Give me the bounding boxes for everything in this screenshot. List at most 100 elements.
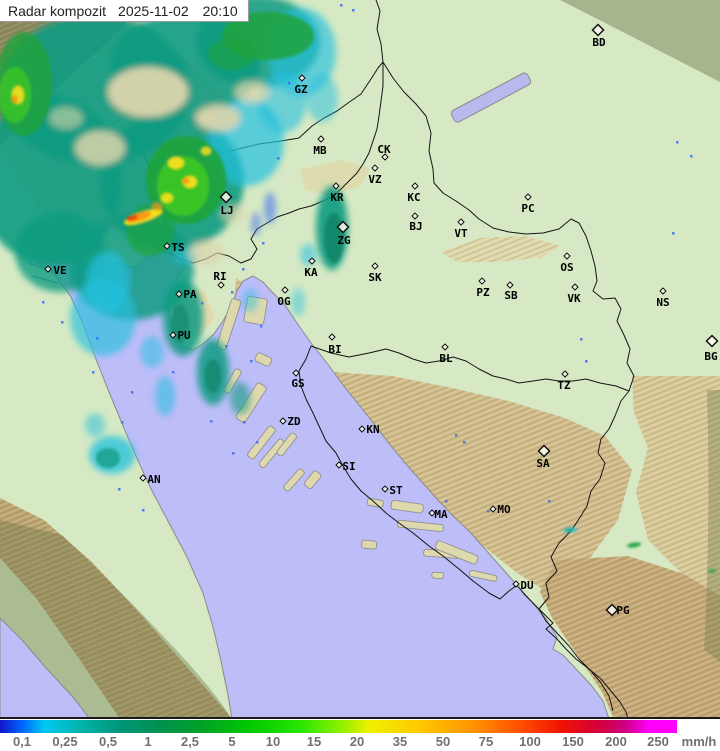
out-of-range-region-right-edge (704, 390, 720, 662)
city-label-KR: KR (330, 191, 344, 204)
map-frame-line (0, 717, 720, 719)
city-label-LJ: LJ (220, 204, 233, 217)
city-label-KC: KC (407, 191, 420, 204)
city-MB: MB (313, 135, 327, 157)
radar-dot (96, 337, 99, 340)
city-marker-TS (163, 242, 171, 250)
city-KC: KC (407, 182, 421, 204)
radar-dot (487, 510, 490, 513)
city-label-PZ: PZ (476, 286, 490, 299)
radar-dot (61, 321, 64, 324)
city-label-GZ: GZ (294, 83, 308, 96)
island (468, 570, 498, 582)
city-marker-MB (317, 135, 325, 143)
island (283, 468, 305, 492)
legend-label: 0,1 (12, 734, 32, 749)
island (397, 519, 444, 532)
terrain-texture-serbia-east (632, 376, 720, 598)
radar-dot (172, 371, 175, 374)
radar-blob (86, 252, 130, 312)
legend-label: 10 (265, 734, 281, 749)
island (390, 499, 424, 514)
country-border (310, 345, 630, 392)
city-marker-VE (44, 265, 52, 273)
radar-blob (140, 336, 164, 368)
radar-blob (126, 215, 138, 221)
city-label-KN: KN (366, 423, 379, 436)
radar-blob (171, 305, 189, 343)
legend-label: 2,5 (180, 734, 200, 749)
legend-colorbar (0, 720, 677, 733)
city-ZD: ZD (279, 415, 301, 428)
city-marker-SI (335, 461, 343, 469)
city-label-AN: AN (147, 473, 160, 486)
country-border (538, 375, 635, 712)
city-marker-VZ (371, 164, 379, 172)
city-CK: CK (377, 143, 391, 161)
title-text: Radar kompozit (8, 2, 107, 19)
radar-blob (291, 288, 305, 316)
city-TS: TS (163, 241, 185, 254)
city-marker-NS (659, 287, 667, 295)
city-BL: BL (439, 343, 453, 365)
city-label-CK: CK (377, 143, 391, 156)
radar-blob (242, 288, 258, 312)
city-marker-ZD (279, 417, 287, 425)
radar-dot (42, 301, 45, 304)
out-of-range-region-top-right (560, 0, 720, 82)
radar-blob (75, 131, 125, 165)
city-label-PC: PC (521, 202, 534, 215)
radar-blob (708, 569, 716, 573)
city-AN: AN (139, 473, 161, 486)
legend-label: 35 (392, 734, 408, 749)
legend-label: 150 (562, 734, 584, 749)
city-label-VZ: VZ (368, 173, 382, 186)
city-label-PG: PG (616, 604, 630, 617)
city-PA: PA (175, 288, 197, 301)
radar-dot (131, 391, 134, 394)
city-OS: OS (560, 252, 574, 274)
legend-label: 5 (228, 734, 236, 749)
radar-blob (96, 448, 120, 468)
city-label-TS: TS (171, 241, 184, 254)
terrain-texture-bosnia (330, 372, 632, 598)
city-marker-BG (705, 334, 719, 348)
city-label-BJ: BJ (409, 220, 422, 233)
city-marker-ST (381, 485, 389, 493)
legend-label: 75 (478, 734, 494, 749)
city-marker-DU (512, 580, 520, 588)
city-marker-KA (308, 257, 316, 265)
legend-label: 100 (519, 734, 541, 749)
city-label-SK: SK (368, 271, 382, 284)
radar-dot (201, 302, 204, 305)
island (223, 368, 242, 394)
city-label-PA: PA (183, 288, 197, 301)
title-bar: Radar kompozit 2025-11-02 20:10 (0, 0, 249, 22)
radar-dot (242, 268, 245, 271)
city-marker-PA (175, 290, 183, 298)
legend-label: 200 (605, 734, 627, 749)
radar-dot (142, 509, 145, 512)
radar-dot (277, 157, 280, 160)
city-marker-VK (571, 283, 579, 291)
city-label-SI: SI (342, 460, 355, 473)
radar-blob (12, 95, 18, 103)
radar-dot (262, 242, 265, 245)
city-label-RI: RI (213, 270, 226, 283)
radar-dot (548, 500, 551, 503)
city-BG: BG (704, 334, 719, 363)
radar-dot (445, 500, 448, 503)
city-marker-PZ (478, 277, 486, 285)
radar-blob (258, 73, 306, 133)
city-marker-PG (605, 603, 619, 617)
city-VT: VT (454, 218, 468, 240)
city-label-KA: KA (304, 266, 318, 279)
radar-map: BD GZ MB CK VZ KR KC PC LJ BJ VT ZG TS OS KA VE SK RI PZ NS… (0, 0, 720, 719)
city-SK: SK (368, 262, 382, 284)
city-marker-SK (371, 262, 379, 270)
radar-dot (580, 338, 583, 341)
city-marker-SB (506, 281, 514, 289)
city-GZ: GZ (294, 74, 308, 96)
city-marker-CK (381, 153, 389, 161)
city-ZG: ZG (336, 220, 351, 247)
